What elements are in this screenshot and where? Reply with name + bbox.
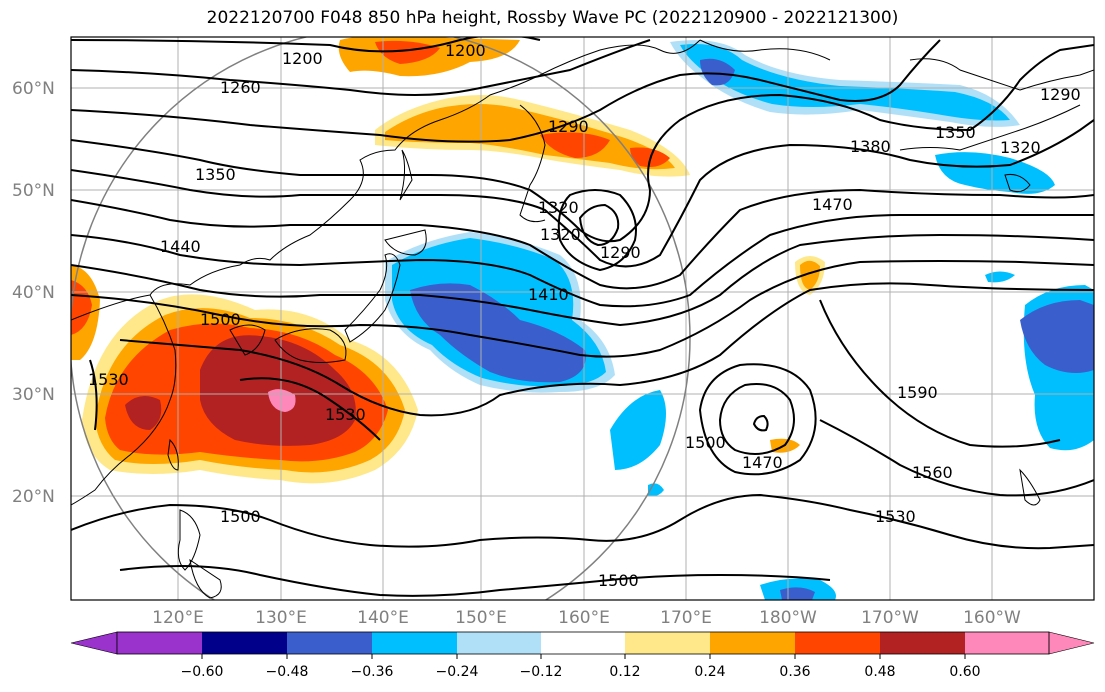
contour-label: 1290 xyxy=(1040,85,1081,104)
lon-tick: 130°E xyxy=(255,608,307,628)
positive-anomaly-west-edge xyxy=(71,280,92,335)
contour-label: 1440 xyxy=(160,237,201,256)
negative-anomaly-small xyxy=(985,271,1015,283)
negative-anomaly-small xyxy=(610,390,666,470)
colorbar-segment xyxy=(965,632,1049,654)
contour-labels: 1200 1200 1260 1290 1290 1290 1350 1320 … xyxy=(88,41,1081,590)
gridlines xyxy=(71,37,1094,600)
positive-anomaly-east-china xyxy=(268,389,296,412)
lon-tick: 120°E xyxy=(152,608,204,628)
contour-label: 1350 xyxy=(195,165,236,184)
positive-anomaly-okhotsk xyxy=(540,132,670,167)
contour-label: 1350 xyxy=(935,123,976,142)
longitude-ticks: 120°E 130°E 140°E 150°E 160°E 170°E 180°… xyxy=(152,608,1021,628)
colorbar-segment xyxy=(541,632,625,654)
colorbar-label: 0.12 xyxy=(609,664,640,680)
lat-tick: 40°N xyxy=(12,283,55,303)
colorbar-label: −0.60 xyxy=(181,664,224,680)
positive-anomaly-north xyxy=(375,40,440,64)
negative-anomaly-small xyxy=(780,587,815,600)
lat-tick: 50°N xyxy=(12,181,55,201)
contour-label: 1470 xyxy=(812,195,853,214)
lon-tick: 160°E xyxy=(558,608,610,628)
colorbar-segment xyxy=(70,631,118,655)
lat-tick: 60°N xyxy=(12,79,55,99)
contour-label: 1290 xyxy=(600,243,641,262)
lon-tick: 170°E xyxy=(660,608,712,628)
contour-label: 1260 xyxy=(220,78,261,97)
contour-label: 1530 xyxy=(88,370,129,389)
colorbar-segment xyxy=(1048,631,1095,655)
lon-tick: 150°E xyxy=(455,608,507,628)
contour-label: 1200 xyxy=(445,41,486,60)
colorbar-segment xyxy=(795,632,880,654)
lon-tick: 170°W xyxy=(861,608,919,628)
contour-label: 1500 xyxy=(598,571,639,590)
colorbar-segment xyxy=(625,632,710,654)
contour-label: 1290 xyxy=(548,117,589,136)
colorbar-label: −0.24 xyxy=(436,664,479,680)
positive-anomaly-okhotsk xyxy=(385,104,675,170)
colorbar-segment xyxy=(457,632,541,654)
colorbar-label: −0.12 xyxy=(520,664,563,680)
colorbar-label: 0.60 xyxy=(949,664,980,680)
negative-anomaly-north-pacific xyxy=(700,58,735,86)
contour-label: 1500 xyxy=(685,433,726,452)
colorbar-label: 0.24 xyxy=(694,664,725,680)
negative-anomaly-north-pacific xyxy=(680,44,1010,121)
contour-label: 1320 xyxy=(540,225,581,244)
negative-anomaly-east-edge xyxy=(1020,300,1094,374)
contour-label: 1530 xyxy=(875,507,916,526)
contour-label: 1200 xyxy=(282,49,323,68)
reference-circle xyxy=(71,37,691,600)
lon-tick: 140°E xyxy=(357,608,409,628)
contour-label: 1380 xyxy=(850,137,891,156)
colorbar-label: 0.48 xyxy=(864,664,895,680)
contour-label: 1500 xyxy=(200,310,241,329)
contour-label: 1560 xyxy=(912,463,953,482)
colorbar-segment xyxy=(287,632,372,654)
lon-tick: 180°W xyxy=(759,608,817,628)
colorbar-segment xyxy=(202,632,287,654)
latitude-ticks: 60°N 50°N 40°N 30°N 20°N xyxy=(12,79,55,507)
positive-anomaly-small xyxy=(800,260,820,290)
colorbar-segment xyxy=(710,632,795,654)
colorbar-label: 0.36 xyxy=(779,664,810,680)
map-frame xyxy=(70,36,1095,601)
contour-label: 1410 xyxy=(528,285,569,304)
contour-label: 1530 xyxy=(325,405,366,424)
positive-anomaly-east-china xyxy=(125,335,356,446)
negative-anomaly-alaska xyxy=(935,152,1055,194)
lon-tick: 160°W xyxy=(963,608,1021,628)
colorbar-segment xyxy=(372,632,457,654)
lat-tick: 20°N xyxy=(12,487,55,507)
contour-label: 1500 xyxy=(220,507,261,526)
contour-label: 1590 xyxy=(897,383,938,402)
map-title: 2022120700 F048 850 hPa height, Rossby W… xyxy=(206,8,899,28)
colorbar-label: −0.48 xyxy=(266,664,309,680)
colorbar-segment xyxy=(117,632,202,654)
colorbar-segment xyxy=(880,632,965,654)
contour-label: 1320 xyxy=(538,198,579,217)
negative-anomaly-pacific xyxy=(410,283,586,383)
contour-label: 1470 xyxy=(742,453,783,472)
colorbar: −0.60 −0.48 −0.36 −0.24 −0.12 0.12 0.24 … xyxy=(70,631,1095,680)
height-contours xyxy=(71,37,1094,597)
contour-label: 1320 xyxy=(1000,138,1041,157)
lat-tick: 30°N xyxy=(12,385,55,405)
colorbar-label: −0.36 xyxy=(351,664,394,680)
